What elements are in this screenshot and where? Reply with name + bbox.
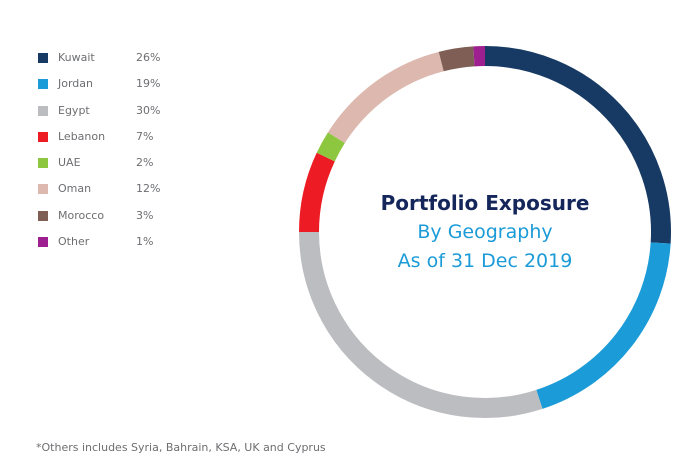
footnote: *Others includes Syria, Bahrain, KSA, UK… [36,441,326,454]
legend-label: Other [58,235,90,249]
legend-label: Kuwait [58,51,95,64]
legend-item: Egypt 30% [36,98,196,124]
donut-slice-morocco [438,46,475,72]
legend-value: 12% [136,182,161,196]
legend-swatch [38,210,48,221]
donut-slice-jordan [536,242,671,409]
legend-item: Lebanon 7% [36,124,196,150]
donut-slice-kuwait [484,46,671,244]
legend-swatch [38,79,48,90]
donut-slice-oman [327,51,444,144]
legend-item: Jordan 19% [36,71,196,97]
legend: Kuwait 26% Jordan 19% Egypt 30% Lebanon 7% UAE 2%… [36,45,196,255]
chart-subtitle-line-2: As of 31 Dec 2019 [397,250,573,272]
legend-value: 30% [136,103,161,117]
legend-label: Jordan [58,77,93,91]
legend-item: UAE 2% [36,150,196,176]
legend-value: 1% [136,235,154,249]
legend-item: Other 1% [36,229,196,255]
legend-swatch [38,237,48,248]
donut-slice-uae [316,132,345,162]
donut-slice-egypt [299,231,543,418]
chart-title: Portfolio Exposure [380,191,590,215]
legend-value: 2% [136,156,154,170]
legend-label: UAE [58,156,81,170]
chart-center-text: Portfolio Exposure By Geography As of 31… [340,188,630,276]
legend-item: Kuwait 26% [36,45,196,71]
legend-swatch [38,158,48,169]
legend-value: 7% [136,129,154,143]
donut-slice-lebanon [299,152,335,233]
legend-swatch [38,131,48,142]
legend-label: Morocco [58,208,105,222]
legend-label: Lebanon [58,129,106,143]
legend-item: Oman 12% [36,176,196,202]
legend-item: Morocco 3% [36,203,196,229]
legend-value: 3% [136,208,154,222]
legend-value: 26% [136,51,161,64]
legend-swatch [38,53,48,63]
legend-label: Oman [58,182,92,196]
legend-swatch [38,184,48,195]
chart-subtitle-line-1: By Geography [417,221,553,243]
legend-swatch [38,105,48,116]
legend-label: Egypt [58,103,90,117]
legend-value: 19% [136,77,161,91]
